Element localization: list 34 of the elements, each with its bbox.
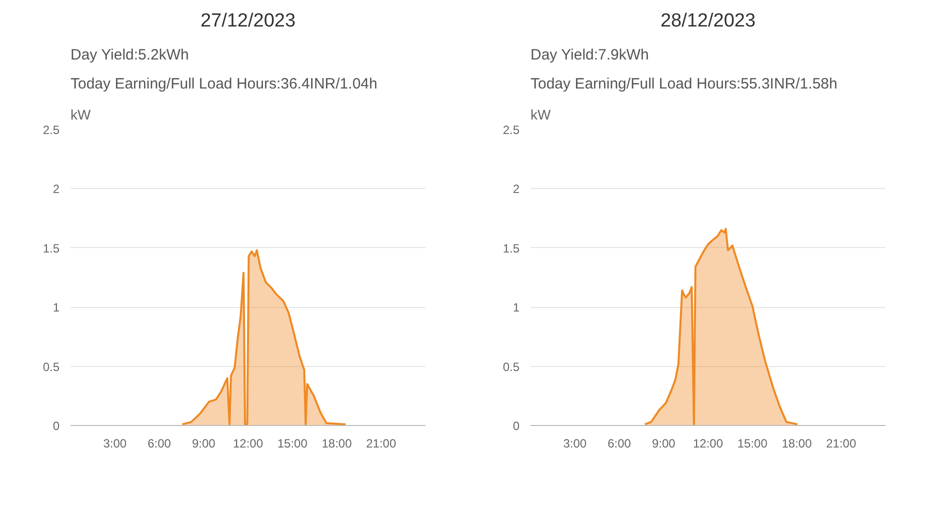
x-tick-label: 9:00: [652, 436, 676, 450]
x-tick-label: 12:00: [232, 436, 264, 450]
x-tick-label: 12:00: [692, 436, 724, 450]
y-tick-label: 0.5: [42, 360, 60, 374]
y-tick-label: 1.5: [502, 241, 520, 256]
y-axis-title: kW: [530, 106, 552, 122]
y-tick-label: 2.5: [502, 123, 520, 137]
y-tick-label: 1: [52, 300, 60, 315]
x-tick-label: 18:00: [322, 436, 352, 450]
chart-subtitle: Day Yield:7.9kWh: [530, 46, 649, 64]
x-tick-label: 6:00: [608, 436, 632, 450]
x-tick-label: 6:00: [148, 436, 172, 450]
x-tick-label: 18:00: [782, 436, 812, 450]
y-tick-label: 0: [52, 419, 60, 433]
x-tick-label: 3:00: [563, 436, 587, 450]
y-tick-label: 0: [512, 419, 520, 433]
y-tick-label: 1.5: [42, 241, 60, 256]
text: Today Earning/Full Load Hours:36.4INR/1.04h: [70, 76, 378, 92]
x-tick-label: 15:00: [737, 436, 768, 450]
y-tick-label: 2.5: [42, 123, 60, 137]
y-tick-label: 1: [512, 300, 520, 315]
chart-title: 28/12/2023: [660, 10, 756, 32]
y-tick-label: 2: [512, 182, 520, 196]
x-tick-label: 3:00: [103, 436, 127, 450]
chart-title: 27/12/2023: [200, 10, 296, 32]
y-axis-title: kW: [70, 106, 92, 122]
chart-subtitle: Day Yield:5.2kWh: [70, 46, 189, 64]
text: Today Earning/Full Load Hours:55.3INR/1.58h: [530, 76, 838, 92]
x-tick-label: 21:00: [366, 436, 396, 450]
y-tick-label: 0.5: [502, 360, 520, 374]
y-tick-label: 2: [52, 182, 60, 196]
x-tick-label: 15:00: [277, 436, 308, 450]
x-tick-label: 21:00: [826, 436, 856, 450]
x-tick-label: 9:00: [192, 436, 216, 450]
